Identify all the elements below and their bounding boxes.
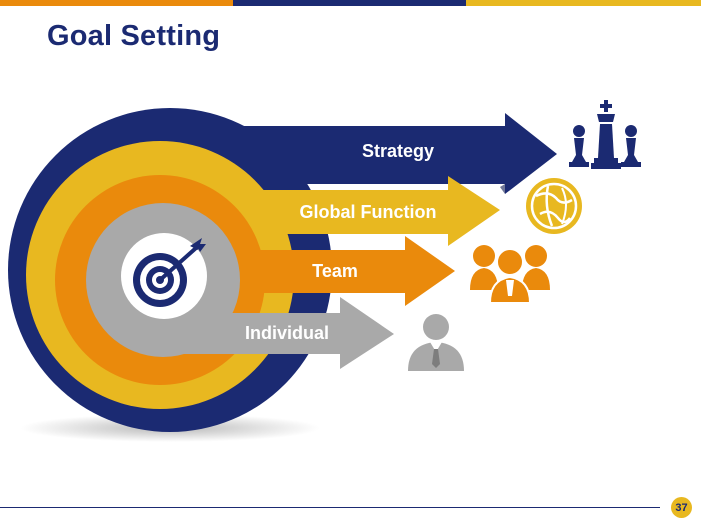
label-global-function: Global Function [300,202,437,222]
footer-divider [0,507,660,508]
top-bar-segment-orange [0,0,233,6]
label-team: Team [312,261,358,281]
arrow-individual [163,297,394,369]
top-accent-bar [0,0,701,6]
page-number-badge: 37 [671,497,692,518]
chess-pieces-icon [569,100,641,169]
globe-icon [526,178,582,234]
label-individual: Individual [245,323,329,343]
team-icon [470,245,550,304]
slide-title: Goal Setting [47,20,221,52]
top-bar-segment-gold [466,0,701,6]
arrow-strategy [170,113,557,194]
arrow-strategy-fold [500,184,505,194]
target-icon [121,233,207,319]
person-icon [408,314,464,371]
top-bar-segment-navy [233,0,466,6]
label-strategy: Strategy [362,141,434,161]
